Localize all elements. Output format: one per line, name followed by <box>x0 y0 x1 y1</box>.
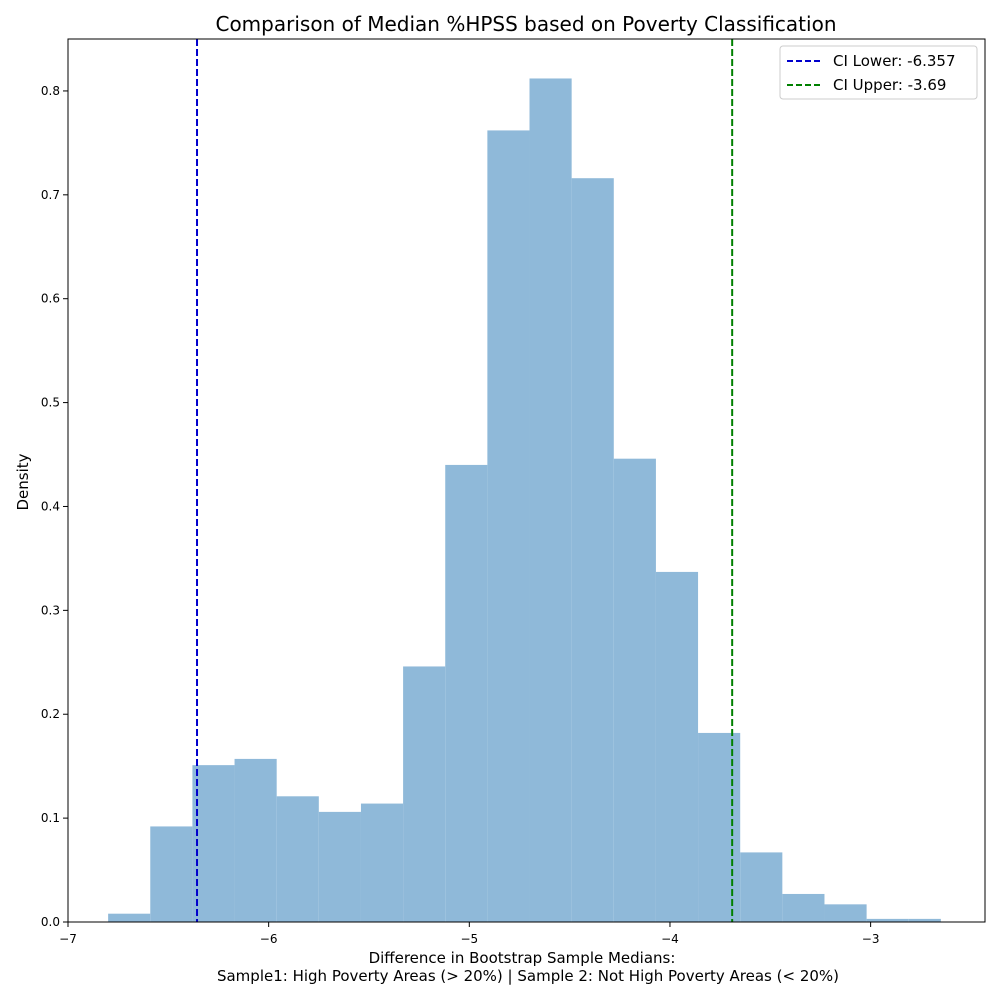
histogram-bar <box>445 464 488 922</box>
ci-lines <box>196 39 734 922</box>
y-axis-title: Density <box>14 453 32 510</box>
x-tick-label: −3 <box>862 932 880 946</box>
y-tick-label: 0.8 <box>41 84 60 98</box>
y-tick-label: 0.4 <box>41 499 60 513</box>
histogram-bar <box>403 666 446 922</box>
legend: CI Lower: -6.357 CI Upper: -3.69 <box>779 45 978 100</box>
histogram-bar <box>360 803 404 922</box>
legend-box <box>779 45 978 100</box>
x-tick-label: −6 <box>260 932 278 946</box>
histogram-bar <box>571 178 614 923</box>
histogram-bar <box>698 732 741 922</box>
y-tick-label: 0.3 <box>41 603 60 617</box>
legend-label-ci-lower: CI Lower: -6.357 <box>833 52 956 70</box>
y-tick-label: 0.5 <box>41 396 60 410</box>
x-axis-title-line1: Difference in Bootstrap Sample Medians: <box>369 949 676 967</box>
y-tick-label: 0.2 <box>41 707 60 721</box>
y-tick-label: 0.0 <box>41 915 60 929</box>
y-axis-ticks: 0.0 0.1 0.2 0.3 0.4 0.5 0.6 0.7 0.8 <box>41 84 68 929</box>
histogram-bar <box>108 913 151 922</box>
plot-frame <box>67 38 986 923</box>
chart-title: Comparison of Median %HPSS based on Pove… <box>215 12 836 36</box>
histogram-bar <box>866 918 909 922</box>
histogram-bar <box>908 918 941 922</box>
x-axis-title-line2: Sample1: High Poverty Areas (> 20%) | Sa… <box>217 967 839 985</box>
y-tick-label: 0.1 <box>41 811 60 825</box>
histogram-bars <box>108 78 941 923</box>
x-tick-label: −7 <box>59 932 77 946</box>
y-tick-label: 0.7 <box>41 188 60 202</box>
histogram-bar <box>192 765 235 922</box>
histogram-bar <box>529 78 572 923</box>
y-tick-label: 0.6 <box>41 292 60 306</box>
histogram-bar <box>613 458 656 922</box>
histogram-bar <box>487 130 530 922</box>
legend-label-ci-upper: CI Upper: -3.69 <box>833 76 946 94</box>
histogram-bar <box>150 826 193 922</box>
histogram-bar <box>318 811 361 922</box>
histogram-bar <box>276 796 319 922</box>
histogram-bar <box>824 904 867 922</box>
histogram-bar <box>655 571 699 922</box>
x-tick-label: −5 <box>460 932 478 946</box>
x-axis-ticks: −7 −6 −5 −4 −3 <box>59 922 879 946</box>
x-tick-label: −4 <box>661 932 679 946</box>
histogram-bar <box>234 758 277 922</box>
histogram-bar <box>782 893 825 922</box>
histogram-bar <box>740 852 783 922</box>
